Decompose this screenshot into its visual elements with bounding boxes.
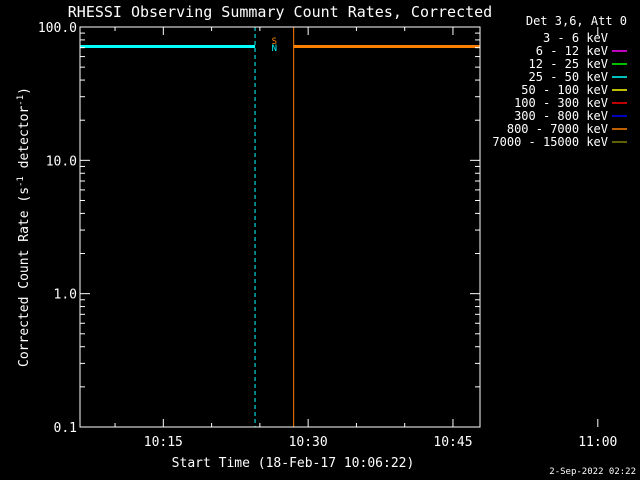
legend-label-5: 100 - 300 keV — [514, 96, 608, 110]
interval-bar-1 — [293, 45, 480, 48]
y-axis-label-part-3: ) — [17, 87, 32, 95]
legend-label-2: 12 - 25 keV — [529, 57, 608, 71]
plot-frame — [79, 26, 481, 428]
y-tick-label-1: 10.0 — [46, 154, 77, 169]
y-axis-label-part-2: detector — [17, 106, 32, 177]
chart-title: RHESSI Observing Summary Count Rates, Co… — [68, 3, 492, 21]
legend-label-8: 7000 - 15000 keV — [492, 135, 608, 149]
y-tick-label-3: 0.1 — [54, 421, 77, 436]
x-tick-label-2: 10:45 — [433, 435, 472, 450]
legend-label-6: 300 - 800 keV — [514, 109, 608, 123]
x-tick-label-0: 10:15 — [144, 435, 183, 450]
legend-label-1: 6 - 12 keV — [536, 44, 608, 58]
legend-label-3: 25 - 50 keV — [529, 70, 608, 84]
generated-timestamp: 2-Sep-2022 02:22 — [549, 467, 636, 477]
y-axis-label-part-1: Corrected Count Rate (s — [17, 187, 32, 367]
flag-label-0: S — [272, 37, 277, 47]
interval-bar-0 — [80, 45, 256, 48]
x-tick-label-1: 10:30 — [289, 435, 328, 450]
x-axis-label: Start Time (18-Feb-17 10:06:22) — [172, 456, 415, 471]
legend-label-4: 50 - 100 keV — [521, 83, 608, 97]
legend-label-7: 800 - 7000 keV — [507, 122, 608, 136]
y-axis-label-sup-1: -1 — [16, 176, 26, 187]
flag-label-1: N — [272, 44, 277, 54]
axes: 10:1510:3010:4511:0011:1511:3011:45100.0… — [38, 21, 618, 450]
y-axis-label: Corrected Count Rate (s-1 detector-1) — [16, 87, 32, 367]
y-tick-label-2: 1.0 — [54, 288, 77, 303]
legend-title: Det 3,6, Att 0 — [526, 14, 627, 28]
x-tick-label-3: 11:00 — [578, 435, 617, 450]
y-axis-label-sup-2: -1 — [16, 95, 26, 106]
legend-label-0: 3 - 6 keV — [543, 31, 608, 45]
y-tick-label-0: 100.0 — [38, 21, 77, 36]
